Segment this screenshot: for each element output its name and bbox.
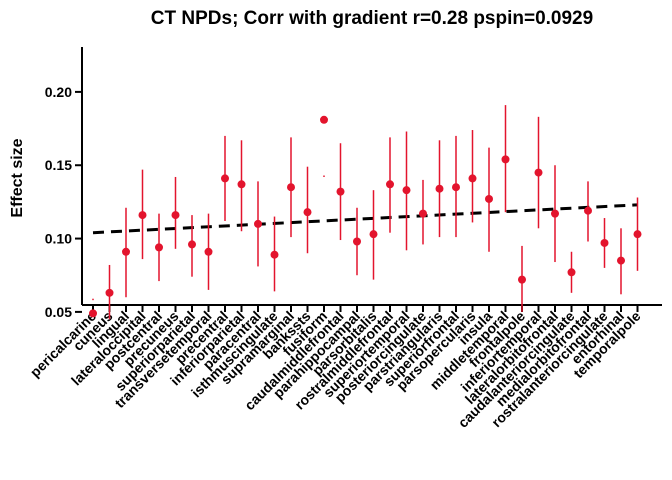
point-lingual bbox=[122, 247, 130, 256]
point-bankssts bbox=[303, 208, 312, 217]
point-frontalpole bbox=[518, 275, 526, 284]
point-middletemporal bbox=[501, 155, 510, 164]
point-parstriangularis bbox=[435, 184, 444, 193]
point-parsorbitalis bbox=[369, 230, 378, 239]
trend-line-group bbox=[92, 203, 638, 235]
point-transversetemporal bbox=[204, 247, 213, 256]
point-temporalpole bbox=[633, 230, 642, 239]
point-superiorfrontal bbox=[452, 183, 460, 192]
point-entorhinal bbox=[617, 256, 625, 265]
point-medialorbitofrontal bbox=[584, 206, 592, 215]
point-rostralanteriorcingulate bbox=[600, 238, 609, 247]
point-superiortemporal bbox=[402, 186, 411, 195]
point-parsopercularis bbox=[468, 174, 477, 183]
point-paracentral bbox=[254, 219, 262, 228]
point-superiorparietal bbox=[188, 240, 196, 249]
trend-line bbox=[92, 203, 638, 235]
point-supramarginal bbox=[287, 183, 295, 192]
x-axis: pericalcarinecuneuslinguallateraloccipit… bbox=[27, 304, 662, 431]
data-marks bbox=[89, 105, 642, 320]
point-parahippocampal bbox=[353, 237, 361, 246]
point-lateralorbitofrontal bbox=[551, 209, 559, 218]
point-cuneus bbox=[105, 288, 114, 297]
point-pericalcarine bbox=[89, 309, 97, 318]
point-inferiortemporal bbox=[534, 168, 543, 177]
point-lateraloccipital bbox=[138, 211, 147, 220]
point-caudalanteriorcingulate bbox=[567, 268, 576, 277]
point-postcentral bbox=[155, 243, 163, 252]
y-tick-label: 0.10 bbox=[45, 231, 72, 247]
point-rostralmiddlefrontal bbox=[386, 180, 394, 189]
point-inferiorparietal bbox=[237, 180, 246, 189]
y-tick-label: 0.20 bbox=[45, 84, 72, 100]
point-fusiform bbox=[320, 115, 328, 124]
point-insula bbox=[485, 194, 493, 203]
chart-title: CT NPDs; Corr with gradient r=0.28 pspin… bbox=[151, 8, 593, 29]
y-axis: 0.05 0.10 0.15 0.20 bbox=[45, 47, 83, 320]
point-caudalmiddlefrontal bbox=[336, 187, 345, 196]
y-tick-label: 0.15 bbox=[45, 157, 72, 173]
point-posteriorcingulate bbox=[419, 209, 427, 218]
point-isthmuscingulate bbox=[270, 250, 279, 259]
y-tick-label: 0.05 bbox=[45, 304, 72, 320]
point-precentral bbox=[221, 174, 229, 183]
point-precuneus bbox=[171, 211, 180, 220]
y-axis-label: Effect size bbox=[9, 138, 26, 217]
